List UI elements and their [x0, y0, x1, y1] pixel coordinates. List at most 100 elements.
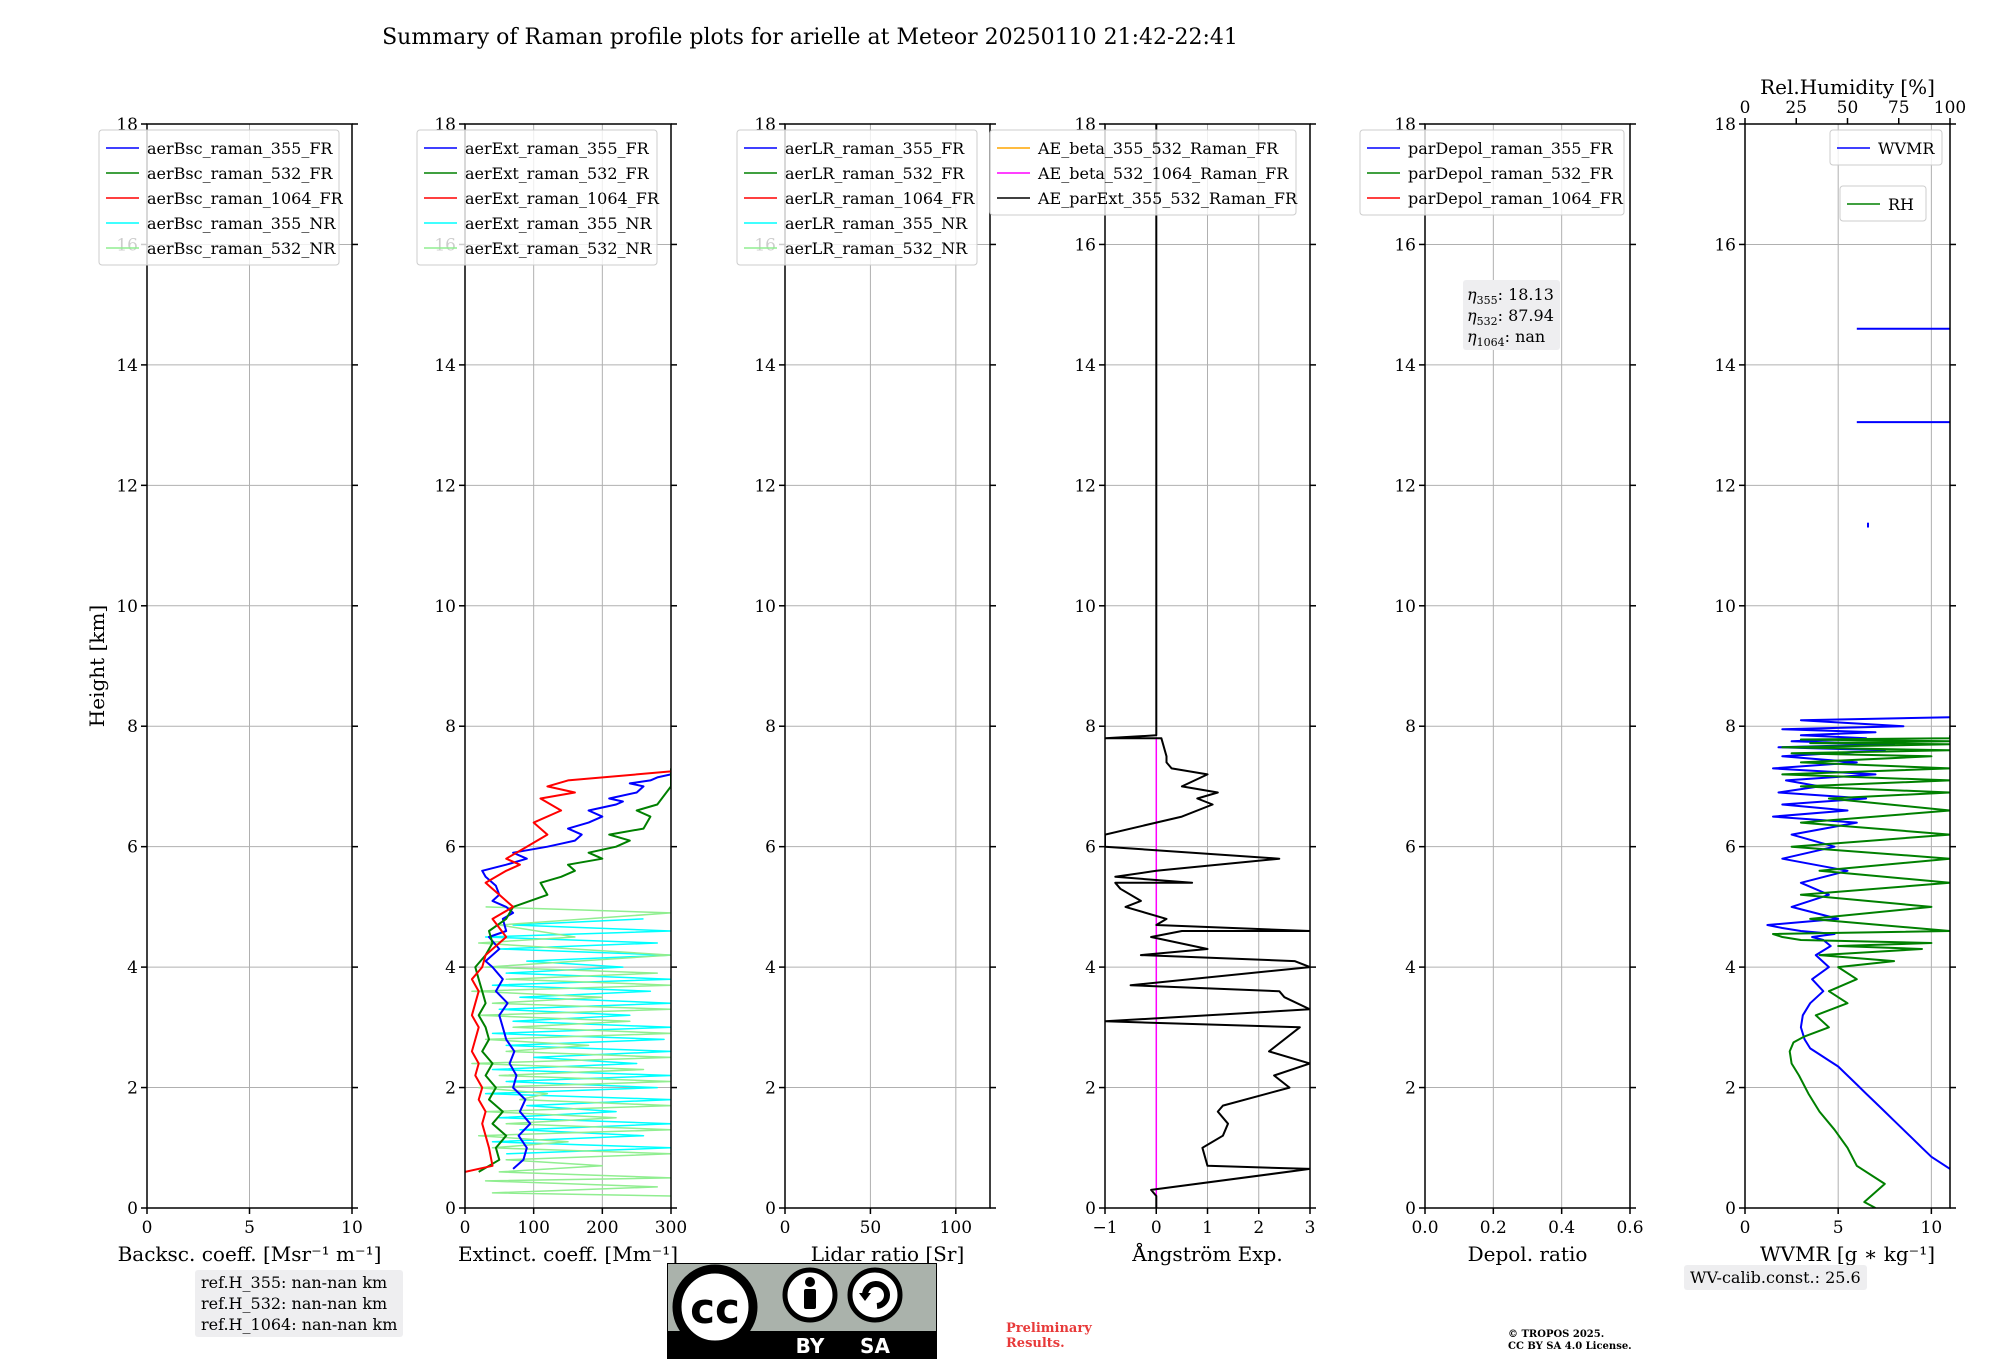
y-tick-label: 12 — [754, 476, 776, 496]
y-tick-label: 6 — [445, 838, 456, 858]
ref-height-355: ref.H_355: nan-nan km — [201, 1273, 388, 1292]
legend-box — [989, 129, 1297, 216]
y-tick-label: 0 — [1405, 1199, 1416, 1219]
y-tick-label: 14 — [1394, 356, 1416, 376]
y-tick-label: 4 — [445, 958, 456, 978]
series-RH — [1772, 735, 1950, 1208]
y-tick-label: 8 — [1085, 717, 1096, 737]
y-tick-label: 12 — [1714, 476, 1736, 496]
y-tick-label: 14 — [434, 356, 456, 376]
x-tick-label: 2 — [1253, 1218, 1264, 1238]
y-tick-label: 2 — [1405, 1079, 1416, 1099]
y-tick-label: 10 — [1074, 597, 1096, 617]
y-tick-label: 0 — [1725, 1199, 1736, 1219]
eta-annotation-box — [1463, 280, 1560, 350]
y-tick-label: 8 — [1405, 717, 1416, 737]
y-tick-label: 0 — [765, 1199, 776, 1219]
x-tick-label: −1 — [1092, 1218, 1117, 1238]
x-tick-label: 300 — [655, 1218, 687, 1238]
x-top-tick-label: 75 — [1888, 98, 1910, 118]
series-aerExt_raman_355_FR — [481, 771, 671, 1170]
legend-entry: aerExt_raman_532_FR — [465, 164, 650, 183]
legend-box — [1839, 185, 1927, 222]
y-tick-label: 8 — [765, 717, 776, 737]
y-tick-label: 0 — [445, 1199, 456, 1219]
y-tick-label: 2 — [1085, 1079, 1096, 1099]
legend-box — [736, 129, 978, 266]
x-tick-label: 0 — [460, 1218, 471, 1238]
legend-entry: aerLR_raman_355_FR — [785, 139, 965, 158]
x-tick-label: 0 — [1151, 1218, 1162, 1238]
x-tick-label: 10 — [341, 1218, 363, 1238]
ref-height-532: ref.H_532: nan-nan km — [201, 1294, 388, 1313]
reference-heights-box: ref.H_355: nan-nan km ref.H_532: nan-nan… — [195, 1270, 404, 1337]
x-tick-label: 50 — [860, 1218, 882, 1238]
x-tick-label: 1 — [1202, 1218, 1213, 1238]
x-tick-label: 200 — [586, 1218, 618, 1238]
x-top-tick-label: 100 — [1934, 98, 1966, 118]
x-top-tick-label: 25 — [1785, 98, 1807, 118]
y-tick-label: 2 — [1725, 1079, 1736, 1099]
series-aerExt_raman_532_FR — [474, 768, 671, 1173]
x-tick-label: 5 — [244, 1218, 255, 1238]
legend-entry: aerLR_raman_355_NR — [785, 214, 968, 233]
eta-annotation-eta532: η532: 87.94 — [1467, 306, 1554, 328]
y-tick-label: 14 — [1714, 356, 1736, 376]
sa-text: SA — [860, 1334, 890, 1358]
preliminary-line2: Results. — [1006, 1336, 1065, 1351]
y-tick-label: 4 — [765, 958, 776, 978]
panel-backscatter: 0246810121416180510Backsc. coeff. [Msr⁻¹… — [85, 115, 381, 1266]
copyright-note: © TROPOS 2025. CC BY SA 4.0 License. — [1508, 1329, 1632, 1353]
axes-frame — [1744, 123, 1951, 1209]
legend-entry: aerBsc_raman_532_NR — [147, 239, 336, 258]
series-WVMR — [1766, 716, 1950, 1170]
x-tick-label: 0.6 — [1616, 1218, 1643, 1238]
preliminary-line1: Preliminary — [1006, 1321, 1092, 1336]
legend-box — [1829, 129, 1943, 166]
series-aerExt_raman_532_NR — [471, 906, 671, 1197]
x-tick-label: 100 — [940, 1218, 972, 1238]
x-top-tick-label: 50 — [1837, 98, 1859, 118]
axes-frame — [464, 123, 672, 1209]
copyright-line1: © TROPOS 2025. — [1508, 1329, 1605, 1340]
series-AE_parExt_355_532_Raman_FR — [1105, 124, 1310, 1208]
x-tick-label: 0.2 — [1480, 1218, 1507, 1238]
legend-entry: WVMR — [1878, 139, 1935, 158]
preliminary-results-note: Preliminary Results. — [1006, 1321, 1092, 1351]
y-tick-label: 12 — [1394, 476, 1416, 496]
legend-entry: aerBsc_raman_355_NR — [147, 214, 336, 233]
x-tick-label: 0 — [780, 1218, 791, 1238]
by-text: BY — [796, 1334, 825, 1358]
legend-entry: aerLR_raman_532_FR — [785, 164, 965, 183]
cc-text: cc — [690, 1284, 740, 1333]
y-tick-label: 2 — [127, 1079, 138, 1099]
y-tick-label: 10 — [754, 597, 776, 617]
legend-entry: AE_parExt_355_532_Raman_FR — [1037, 189, 1298, 208]
panel-extinction: 0246810121416180100200300Extinct. coeff.… — [416, 115, 687, 1266]
x-axis-label: WVMR [g ∗ kg⁻¹] — [1760, 1242, 1935, 1266]
x-axis-label: Backsc. coeff. [Msr⁻¹ m⁻¹] — [118, 1242, 382, 1266]
legend-entry: parDepol_raman_532_FR — [1408, 164, 1614, 183]
y-tick-label: 4 — [1085, 958, 1096, 978]
y-tick-label: 0 — [127, 1199, 138, 1219]
y-tick-label: 8 — [127, 717, 138, 737]
y-tick-label: 6 — [1725, 838, 1736, 858]
y-tick-label: 12 — [116, 476, 138, 496]
y-tick-label: 14 — [754, 356, 776, 376]
cc-by-sa-license-badge: cc BY SA — [667, 1263, 937, 1359]
y-tick-label: 14 — [116, 356, 138, 376]
y-tick-label: 2 — [445, 1079, 456, 1099]
x-top-axis-label: Rel.Humidity [%] — [1760, 75, 1935, 99]
y-tick-label: 4 — [127, 958, 138, 978]
cc-icon — [672, 1264, 758, 1350]
y-tick-label: 16 — [1074, 235, 1096, 255]
eta-annotation-eta355: η355: 18.13 — [1467, 285, 1554, 307]
x-axis-label: Ångström Exp. — [1131, 1241, 1282, 1266]
x-tick-label: 0 — [1740, 1218, 1751, 1238]
x-tick-label: 3 — [1305, 1218, 1316, 1238]
legend-entry: aerExt_raman_355_FR — [465, 139, 650, 158]
sa-icon — [847, 1267, 903, 1323]
ref-height-1064: ref.H_1064: nan-nan km — [201, 1315, 398, 1334]
